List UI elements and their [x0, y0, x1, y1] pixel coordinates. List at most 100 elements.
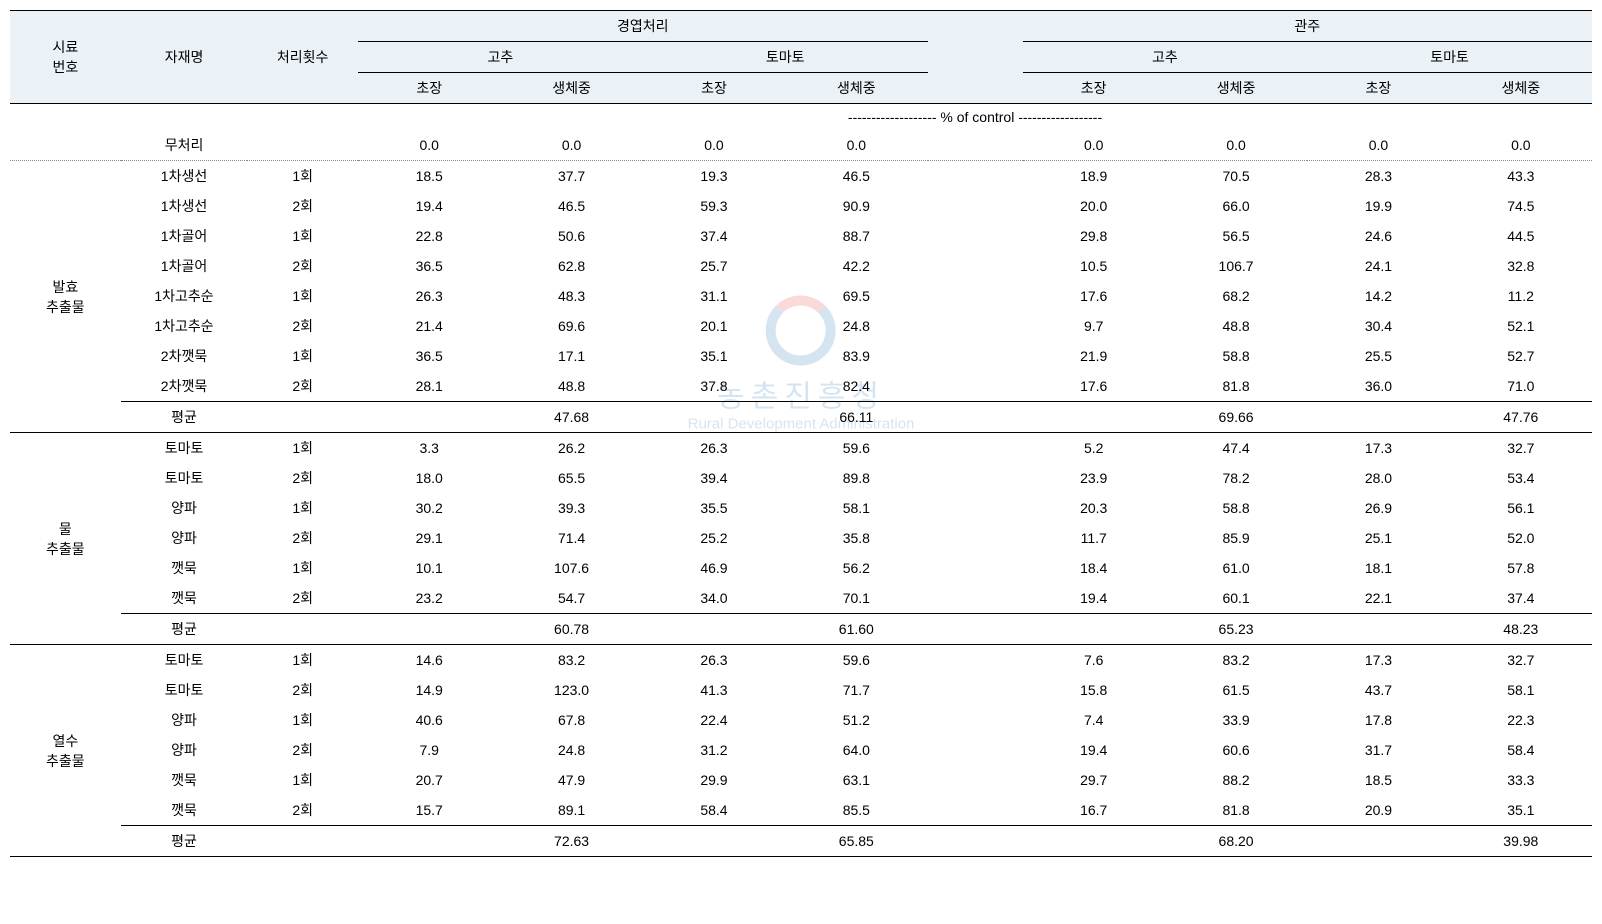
data-cell: 88.7: [785, 221, 927, 251]
material-cell: 깻묵: [121, 553, 248, 583]
sub-pepper-2: 고추: [1023, 42, 1308, 73]
data-cell: 65.5: [500, 463, 642, 493]
data-cell: 0.0: [643, 130, 785, 161]
data-cell: 88.2: [1165, 765, 1307, 795]
sub-tomato-1: 토마토: [643, 42, 928, 73]
avg-cell: [358, 614, 500, 645]
data-cell: 89.1: [500, 795, 642, 826]
data-cell: 56.1: [1450, 493, 1592, 523]
gap-cell: [928, 281, 1023, 311]
data-cell: 26.2: [500, 433, 642, 464]
data-cell: 42.2: [785, 251, 927, 281]
data-cell: 71.7: [785, 675, 927, 705]
data-cell: 67.8: [500, 705, 642, 735]
leaf-weight-1: 생체중: [500, 73, 642, 104]
treatment-cell: 2회: [247, 675, 358, 705]
leaf-weight-4: 생체중: [1450, 73, 1592, 104]
data-cell: 89.8: [785, 463, 927, 493]
data-cell: 29.8: [1023, 221, 1165, 251]
avg-cell: 48.23: [1450, 614, 1592, 645]
data-cell: 58.8: [1165, 341, 1307, 371]
data-cell: 46.5: [785, 161, 927, 192]
data-cell: 0.0: [1165, 130, 1307, 161]
data-cell: 30.4: [1307, 311, 1449, 341]
data-cell: 5.2: [1023, 433, 1165, 464]
treatment-cell: 2회: [247, 371, 358, 402]
data-cell: 15.7: [358, 795, 500, 826]
data-cell: 52.0: [1450, 523, 1592, 553]
material-cell: 1차고추순: [121, 311, 248, 341]
data-cell: 43.3: [1450, 161, 1592, 192]
data-cell: 47.9: [500, 765, 642, 795]
material-cell: 깻묵: [121, 765, 248, 795]
data-cell: 70.1: [785, 583, 927, 614]
gap-cell: [928, 493, 1023, 523]
data-cell: 10.5: [1023, 251, 1165, 281]
data-cell: 37.4: [643, 221, 785, 251]
avg-cell: [358, 402, 500, 433]
group-label: 물 추출물: [10, 433, 121, 645]
empty-cell: [247, 826, 358, 857]
data-cell: 83.2: [1165, 645, 1307, 676]
table-row: 물 추출물토마토1회3.326.226.359.65.247.417.332.7: [10, 433, 1592, 464]
data-cell: 20.1: [643, 311, 785, 341]
data-cell: 20.7: [358, 765, 500, 795]
avg-cell: [1023, 614, 1165, 645]
treatment-cell: 2회: [247, 251, 358, 281]
data-cell: 47.4: [1165, 433, 1307, 464]
data-cell: 18.4: [1023, 553, 1165, 583]
group-drench: 관주: [1023, 11, 1593, 42]
data-cell: 26.3: [643, 645, 785, 676]
treatment-cell: 1회: [247, 705, 358, 735]
data-cell: 18.0: [358, 463, 500, 493]
data-cell: 58.4: [643, 795, 785, 826]
table-row: 양파2회7.924.831.264.019.460.631.758.4: [10, 735, 1592, 765]
avg-cell: 65.85: [785, 826, 927, 857]
treatment-cell: 2회: [247, 795, 358, 826]
group-label: 열수 추출물: [10, 645, 121, 857]
data-cell: 107.6: [500, 553, 642, 583]
data-cell: 70.5: [1165, 161, 1307, 192]
data-cell: 64.0: [785, 735, 927, 765]
table-row: 깻묵1회20.747.929.963.129.788.218.533.3: [10, 765, 1592, 795]
material-cell: 1차골어: [121, 221, 248, 251]
data-cell: 74.5: [1450, 191, 1592, 221]
empty-cell: [247, 402, 358, 433]
data-cell: 37.7: [500, 161, 642, 192]
data-cell: 9.7: [1023, 311, 1165, 341]
data-cell: 83.9: [785, 341, 927, 371]
treatment-cell: 2회: [247, 583, 358, 614]
material-cell: 양파: [121, 523, 248, 553]
avg-cell: 47.68: [500, 402, 642, 433]
treatment-cell: 2회: [247, 463, 358, 493]
average-label: 평균: [121, 826, 248, 857]
data-cell: 25.2: [643, 523, 785, 553]
treatment-cell: 1회: [247, 281, 358, 311]
gap-cell: [928, 191, 1023, 221]
data-cell: 26.3: [358, 281, 500, 311]
gap-cell: [928, 130, 1023, 161]
data-cell: 33.9: [1165, 705, 1307, 735]
gap-cell: [928, 645, 1023, 676]
average-row: 평균47.6866.1169.6647.76: [10, 402, 1592, 433]
data-cell: 19.3: [643, 161, 785, 192]
empty-cell: [247, 104, 358, 131]
data-cell: 57.8: [1450, 553, 1592, 583]
data-cell: 60.1: [1165, 583, 1307, 614]
data-cell: 24.8: [785, 311, 927, 341]
data-cell: 69.5: [785, 281, 927, 311]
data-cell: 31.1: [643, 281, 785, 311]
material-cell: 토마토: [121, 675, 248, 705]
data-cell: 26.3: [643, 433, 785, 464]
avg-cell: 65.23: [1165, 614, 1307, 645]
treatment-cell: 1회: [247, 553, 358, 583]
avg-cell: 72.63: [500, 826, 642, 857]
gap-cell: [928, 402, 1023, 433]
data-cell: 23.9: [1023, 463, 1165, 493]
data-cell: 58.1: [1450, 675, 1592, 705]
data-cell: 11.2: [1450, 281, 1592, 311]
data-cell: 61.5: [1165, 675, 1307, 705]
data-cell: 19.9: [1307, 191, 1449, 221]
table-row: 1차고추순1회26.348.331.169.517.668.214.211.2: [10, 281, 1592, 311]
leaf-height-4: 초장: [1307, 73, 1449, 104]
